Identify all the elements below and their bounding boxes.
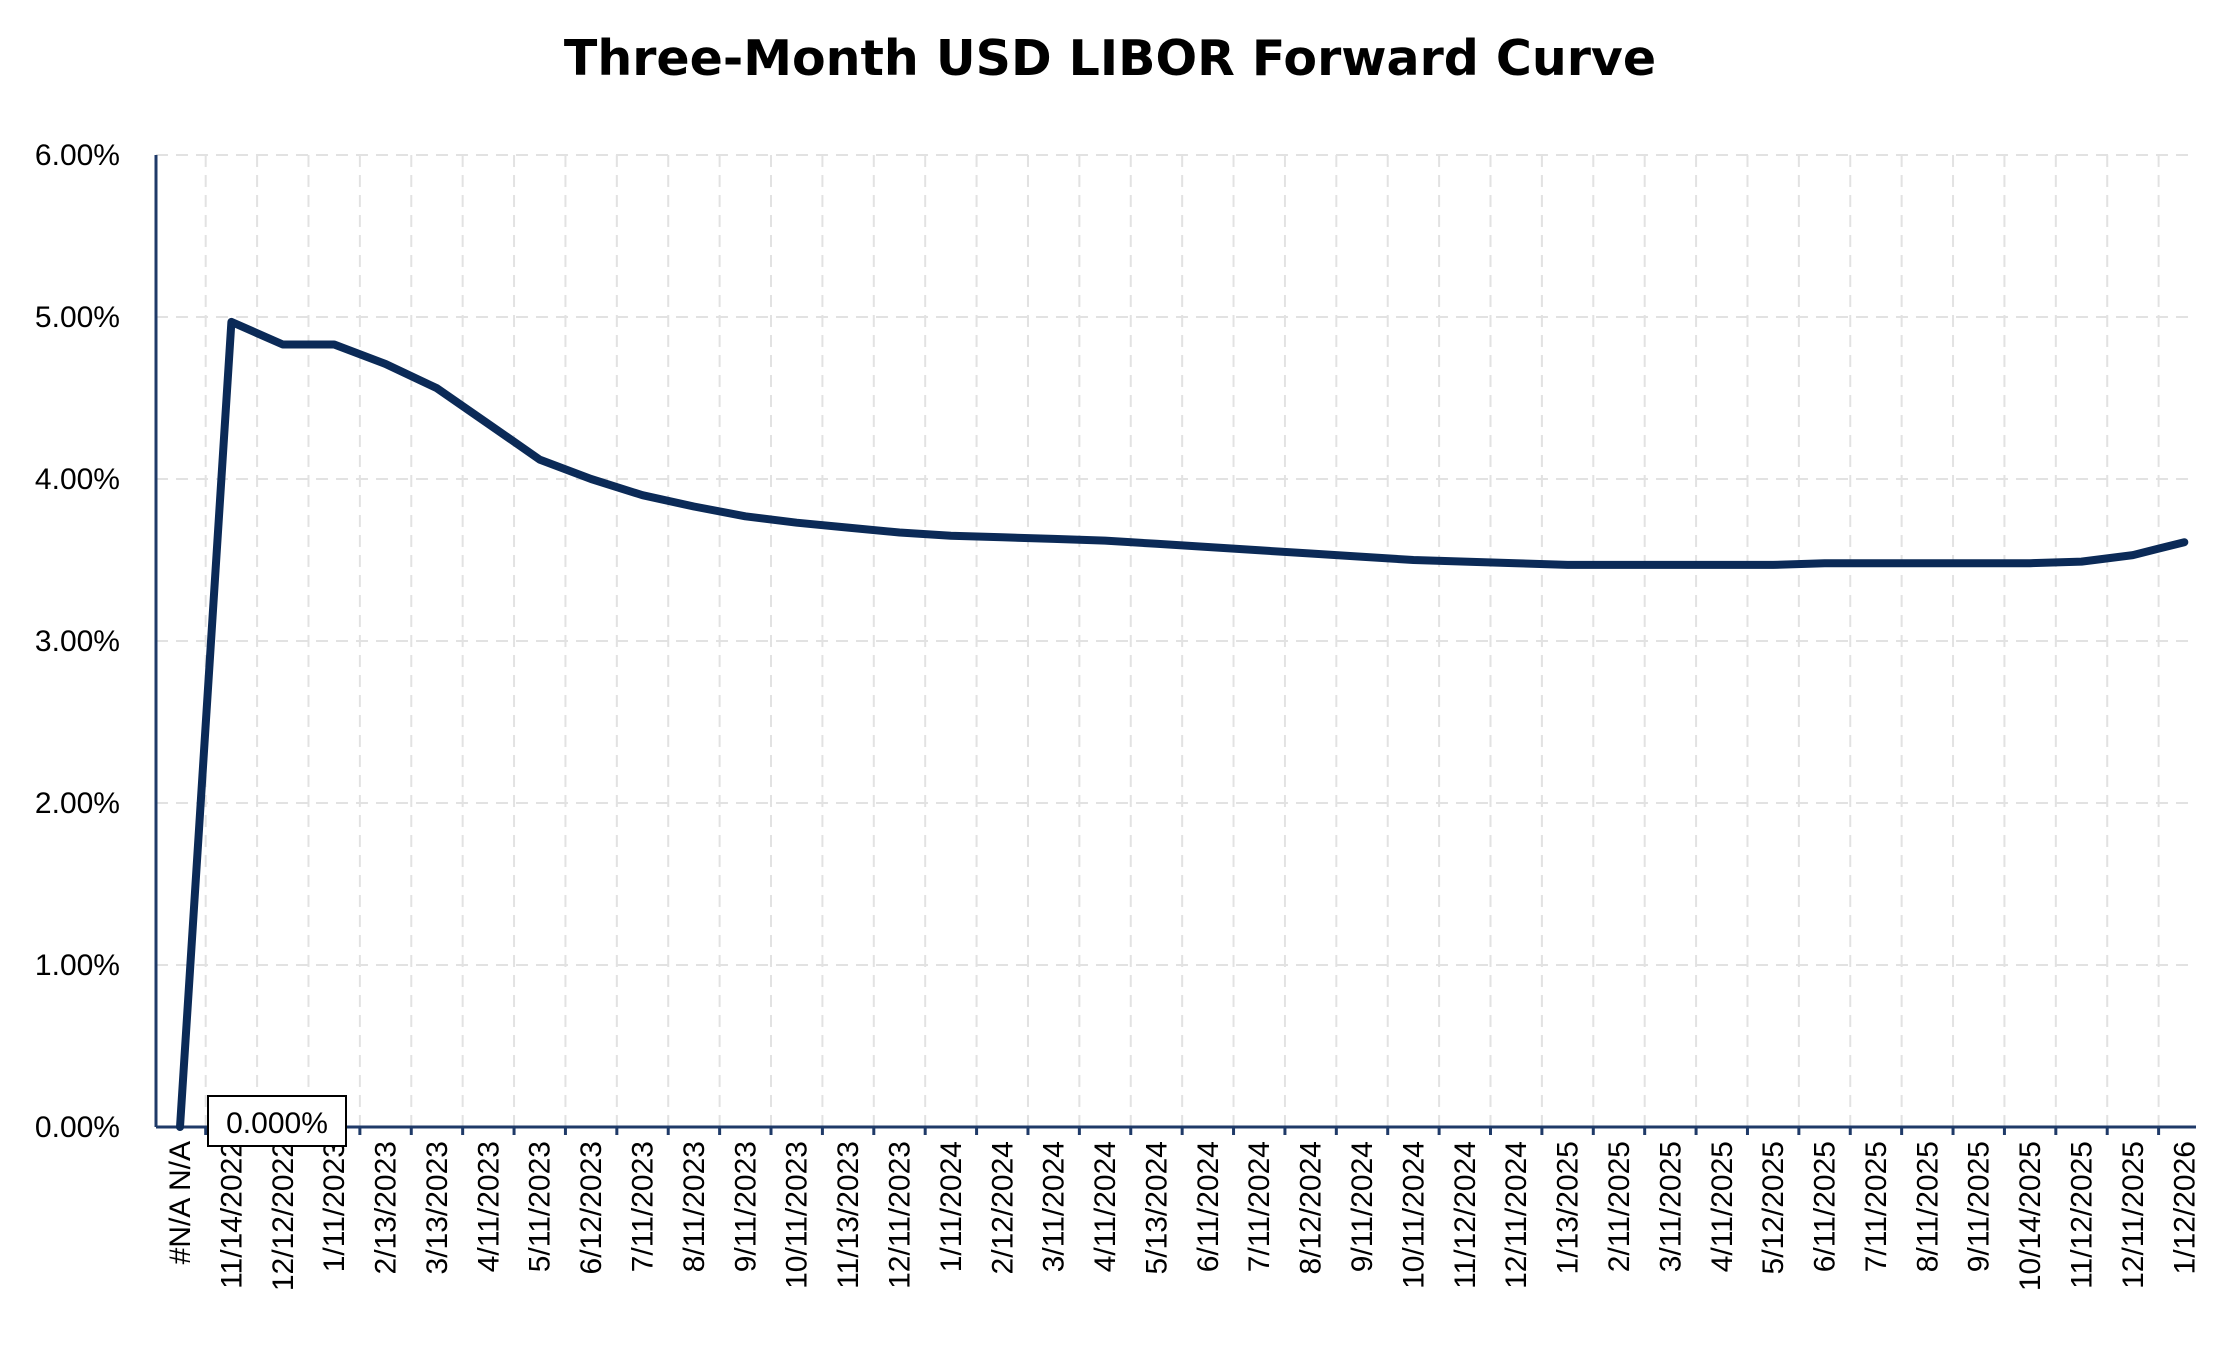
x-tick-label: 8/11/2023 <box>678 1141 711 1272</box>
x-tick-label: 6/11/2025 <box>1809 1141 1842 1272</box>
x-tick-label: 7/11/2025 <box>1860 1141 1893 1272</box>
series-line <box>176 317 2189 1131</box>
x-tick-label: 2/11/2025 <box>1603 1141 1636 1272</box>
y-tick-label: 0.00% <box>35 1111 120 1144</box>
series-layer <box>176 317 2189 1131</box>
y-tick-label: 3.00% <box>35 625 120 658</box>
x-tick-label: 5/12/2025 <box>1757 1141 1790 1274</box>
x-tick-label: 11/14/2022 <box>215 1141 248 1289</box>
x-tick-label: 11/12/2025 <box>2066 1141 2099 1289</box>
x-tick-label: 12/11/2024 <box>1500 1141 1533 1289</box>
x-tick-label: 7/11/2024 <box>1243 1141 1276 1272</box>
x-tick-label: 6/11/2024 <box>1192 1141 1225 1272</box>
x-tick-label: 9/11/2024 <box>1346 1141 1379 1272</box>
data-label-box <box>207 1095 347 1147</box>
y-tick-label: 4.00% <box>35 463 120 496</box>
x-tick-label: 4/11/2023 <box>472 1141 505 1272</box>
x-tick-label: 11/12/2024 <box>1449 1141 1482 1289</box>
y-tick-label: 2.00% <box>35 787 120 820</box>
x-tick-label: 10/14/2025 <box>2014 1141 2047 1291</box>
x-axis: #N/A N/A 11/14/2022 12/12/2022 1/11/2023 2/1… <box>156 1125 2201 1291</box>
y-tick-label: 6.00% <box>35 139 120 172</box>
gridlines <box>156 154 2196 1127</box>
data-label: 0.000% <box>207 1095 347 1147</box>
x-tick-label: 5/11/2023 <box>524 1141 557 1272</box>
x-tick-label: 1/13/2025 <box>1552 1141 1585 1274</box>
y-tick-label: 5.00% <box>35 301 120 334</box>
x-tick-label: 11/13/2023 <box>832 1141 865 1289</box>
x-tick-label: 3/11/2024 <box>1038 1141 1071 1272</box>
x-tick-label: 3/13/2023 <box>421 1141 454 1274</box>
x-tick-label: 2/13/2023 <box>370 1141 403 1274</box>
chart-title: Three-Month USD LIBOR Forward Curve <box>563 30 1657 87</box>
x-tick-label: 9/11/2023 <box>729 1141 762 1272</box>
x-tick-label: 12/11/2023 <box>883 1141 916 1289</box>
x-tick-label: #N/A N/A <box>164 1141 197 1264</box>
x-tick-label: 6/12/2023 <box>575 1141 608 1274</box>
x-tick-label: 2/12/2024 <box>986 1141 1019 1274</box>
x-tick-label: 3/11/2025 <box>1654 1141 1687 1272</box>
data-label-text: 0.000% <box>226 1107 328 1140</box>
x-tick-label: 12/11/2025 <box>2117 1141 2150 1289</box>
y-tick-label: 1.00% <box>35 949 120 982</box>
x-tick-label: 4/11/2024 <box>1089 1141 1122 1272</box>
x-tick-label: 12/12/2022 <box>267 1141 300 1291</box>
x-tick-label: 10/11/2023 <box>781 1141 814 1289</box>
x-tick-label: 4/11/2025 <box>1706 1141 1739 1272</box>
x-tick-label: 10/11/2024 <box>1397 1141 1430 1289</box>
x-tick-label: 9/11/2025 <box>1963 1141 1996 1272</box>
x-tick-label: 7/11/2023 <box>627 1141 660 1272</box>
x-tick-label: 8/12/2024 <box>1295 1141 1328 1274</box>
x-tick-label: 1/11/2023 <box>318 1141 351 1272</box>
y-axis: 0.00% 1.00% 2.00% 3.00% 4.00% 5.00% 6.00% <box>35 139 158 1144</box>
x-tick-label: 1/11/2024 <box>935 1141 968 1272</box>
data-labels: 0.000% <box>207 1095 347 1147</box>
x-tick-label: 1/12/2026 <box>2168 1141 2201 1274</box>
x-tick-label: 8/11/2025 <box>1911 1141 1944 1272</box>
x-tick-label: 5/13/2024 <box>1140 1141 1173 1274</box>
